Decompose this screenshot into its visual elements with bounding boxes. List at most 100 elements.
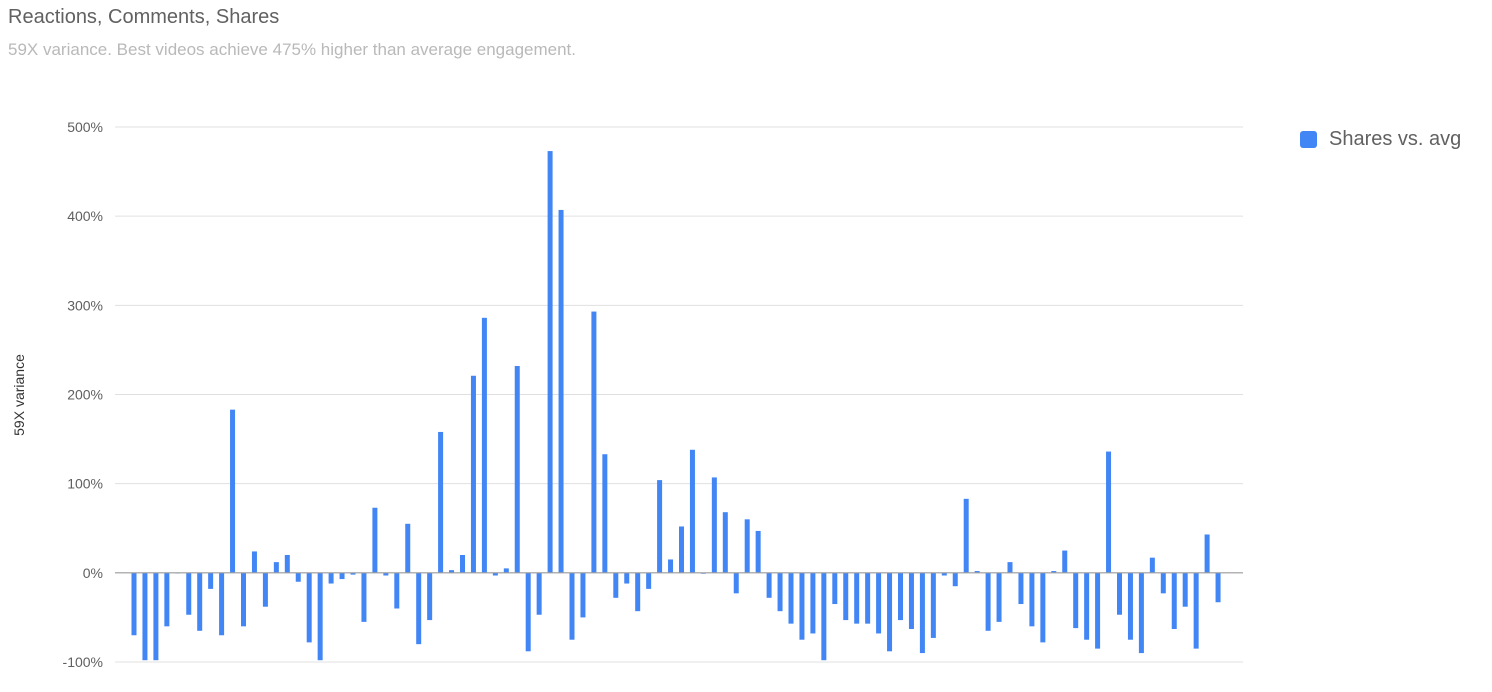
bar [788, 572, 794, 624]
bar [251, 551, 257, 573]
bar [876, 572, 882, 634]
bar [230, 409, 236, 573]
bar [832, 572, 838, 605]
bar [679, 526, 684, 573]
bar [668, 559, 674, 573]
bar [1106, 451, 1112, 573]
bar [164, 572, 170, 627]
bar [416, 572, 422, 645]
bar [908, 572, 914, 629]
bar [1117, 572, 1122, 615]
bar [142, 572, 148, 661]
bar [843, 572, 849, 621]
bar [635, 572, 641, 612]
bar [317, 572, 323, 661]
bar [1062, 550, 1068, 573]
bar [613, 572, 619, 598]
chart-title: Reactions, Comments, Shares [8, 6, 280, 28]
bar [383, 572, 389, 576]
bar [569, 572, 575, 640]
bar [711, 477, 717, 573]
bar [580, 572, 586, 618]
bar [339, 572, 345, 580]
bar [996, 572, 1002, 622]
bar [295, 572, 301, 582]
bar [492, 572, 498, 576]
bar [1051, 571, 1057, 573]
bar [941, 572, 947, 576]
bar [1029, 572, 1035, 627]
bar [974, 571, 980, 573]
y-tick-label: 200% [67, 387, 103, 403]
bar [273, 562, 279, 573]
bar [963, 498, 969, 573]
bar [821, 572, 827, 661]
bar [1182, 572, 1188, 607]
bar [558, 209, 564, 573]
bar [1204, 534, 1210, 573]
y-tick-label: 0% [83, 565, 103, 581]
bar [350, 572, 356, 575]
y-tick-label: 500% [67, 119, 103, 135]
bar [1007, 562, 1013, 573]
bar [405, 523, 411, 573]
bar [1160, 572, 1166, 594]
bar [208, 572, 214, 589]
bar [514, 365, 520, 573]
bar [930, 572, 936, 638]
bar [1073, 572, 1079, 629]
bar [197, 572, 203, 631]
bar [470, 375, 476, 573]
y-tick-label: 300% [67, 297, 103, 313]
bar [985, 572, 991, 631]
bar [602, 454, 608, 573]
legend-swatch-icon [1300, 131, 1317, 148]
y-tick-label: -100% [63, 654, 103, 670]
bar [777, 572, 783, 612]
bar [887, 572, 893, 652]
bar [898, 572, 903, 621]
bar [1084, 572, 1090, 640]
bar [810, 572, 816, 634]
bar [1040, 572, 1046, 643]
bar [427, 572, 433, 621]
bar [1127, 572, 1133, 640]
bar [372, 507, 378, 573]
bar [361, 572, 367, 622]
y-tick-label: 400% [67, 208, 103, 224]
bar [306, 572, 312, 643]
bar [1018, 572, 1024, 605]
bar [1095, 572, 1101, 649]
bar [657, 480, 663, 573]
bar [241, 572, 246, 627]
bar [1171, 572, 1177, 629]
bar [219, 572, 225, 636]
bar [186, 572, 192, 615]
bar [503, 568, 509, 573]
bar [646, 572, 652, 589]
bar [624, 572, 630, 584]
bar [449, 570, 455, 573]
bar [1138, 572, 1144, 654]
bar [525, 572, 531, 652]
bar [153, 572, 159, 661]
bar [733, 572, 739, 594]
bar [744, 519, 750, 573]
bar [481, 317, 487, 573]
bar [547, 151, 553, 573]
bar [854, 572, 860, 624]
bar [438, 431, 444, 573]
bar [284, 555, 290, 573]
bar [131, 572, 137, 636]
bar [755, 530, 761, 573]
bar [919, 572, 925, 654]
bar [394, 572, 400, 609]
bar [766, 572, 772, 598]
bar [722, 512, 728, 573]
bar [1215, 572, 1221, 603]
bar [536, 572, 542, 615]
chart-subtitle: 59X variance. Best videos achieve 475% h… [8, 40, 576, 59]
legend: Shares vs. avg [1300, 128, 1461, 151]
bar [328, 572, 334, 584]
